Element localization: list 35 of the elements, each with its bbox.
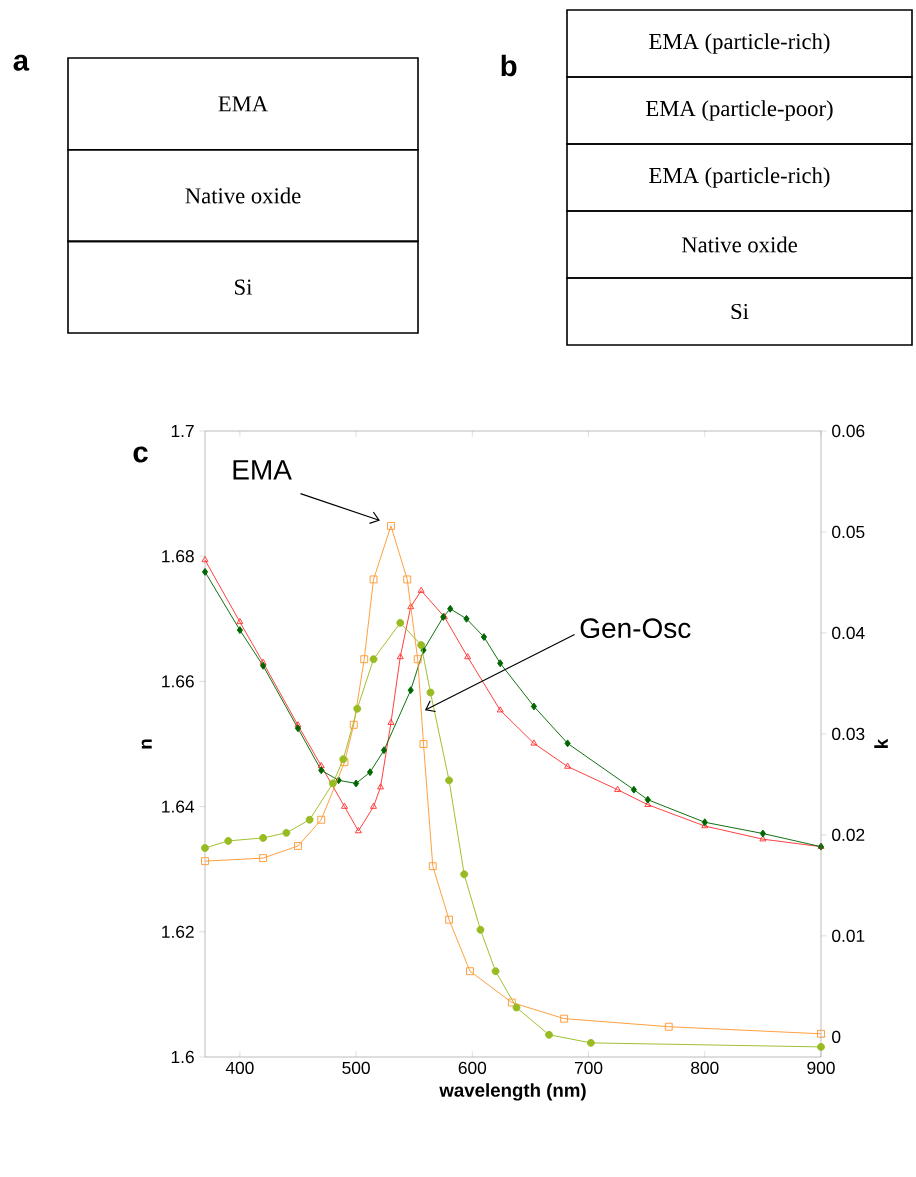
- y-tick-label: 1.66: [162, 675, 194, 688]
- category-label: EMA (particle-rich): [649, 33, 830, 54]
- y-tick-label: 1.64: [162, 800, 195, 813]
- y-tick-label: 1.6: [171, 1050, 194, 1064]
- chart-title: c: [133, 446, 148, 463]
- x-tick-label: 400: [225, 1061, 254, 1074]
- y-tick-label: 1.62: [162, 925, 194, 938]
- x-tick-label: 500: [342, 1061, 370, 1074]
- category-label: Native oxide: [681, 236, 797, 253]
- y2-tick-label: 0.05: [832, 525, 865, 539]
- y-tick-label: 1.7: [171, 425, 194, 437]
- x-tick-label: 800: [691, 1061, 719, 1074]
- y2-tick-label: 0.01: [832, 929, 865, 942]
- category-label: Native oxide: [185, 187, 301, 204]
- y2-tick-label: 0.03: [832, 727, 865, 741]
- text: a: [13, 54, 30, 71]
- category-label: Si: [235, 279, 253, 295]
- y-axis-title: n: [141, 739, 152, 749]
- x-tick-label: 900: [807, 1061, 835, 1074]
- category-label: EMA: [218, 96, 269, 112]
- category-label: Si: [731, 303, 749, 320]
- annotation: Gen-Osc: [580, 618, 691, 639]
- annotation: EMA: [233, 460, 292, 480]
- y-tick-label: 1.68: [162, 550, 194, 563]
- text: b: [501, 54, 517, 77]
- category-label: EMA (particle-rich): [649, 167, 830, 188]
- x-axis-title: wavelength (nm): [439, 1083, 586, 1101]
- y2-tick-label: 0: [832, 1030, 841, 1043]
- y2-tick-label: 0.04: [832, 626, 865, 640]
- y2-tick-label: 0.02: [832, 828, 865, 842]
- category-label: EMA (particle-poor): [646, 100, 833, 121]
- y2-tick-label: 0.06: [832, 424, 865, 438]
- x-tick-label: 600: [458, 1061, 487, 1074]
- x-tick-label: 700: [574, 1061, 603, 1074]
- y2-axis-title: k: [874, 738, 888, 748]
